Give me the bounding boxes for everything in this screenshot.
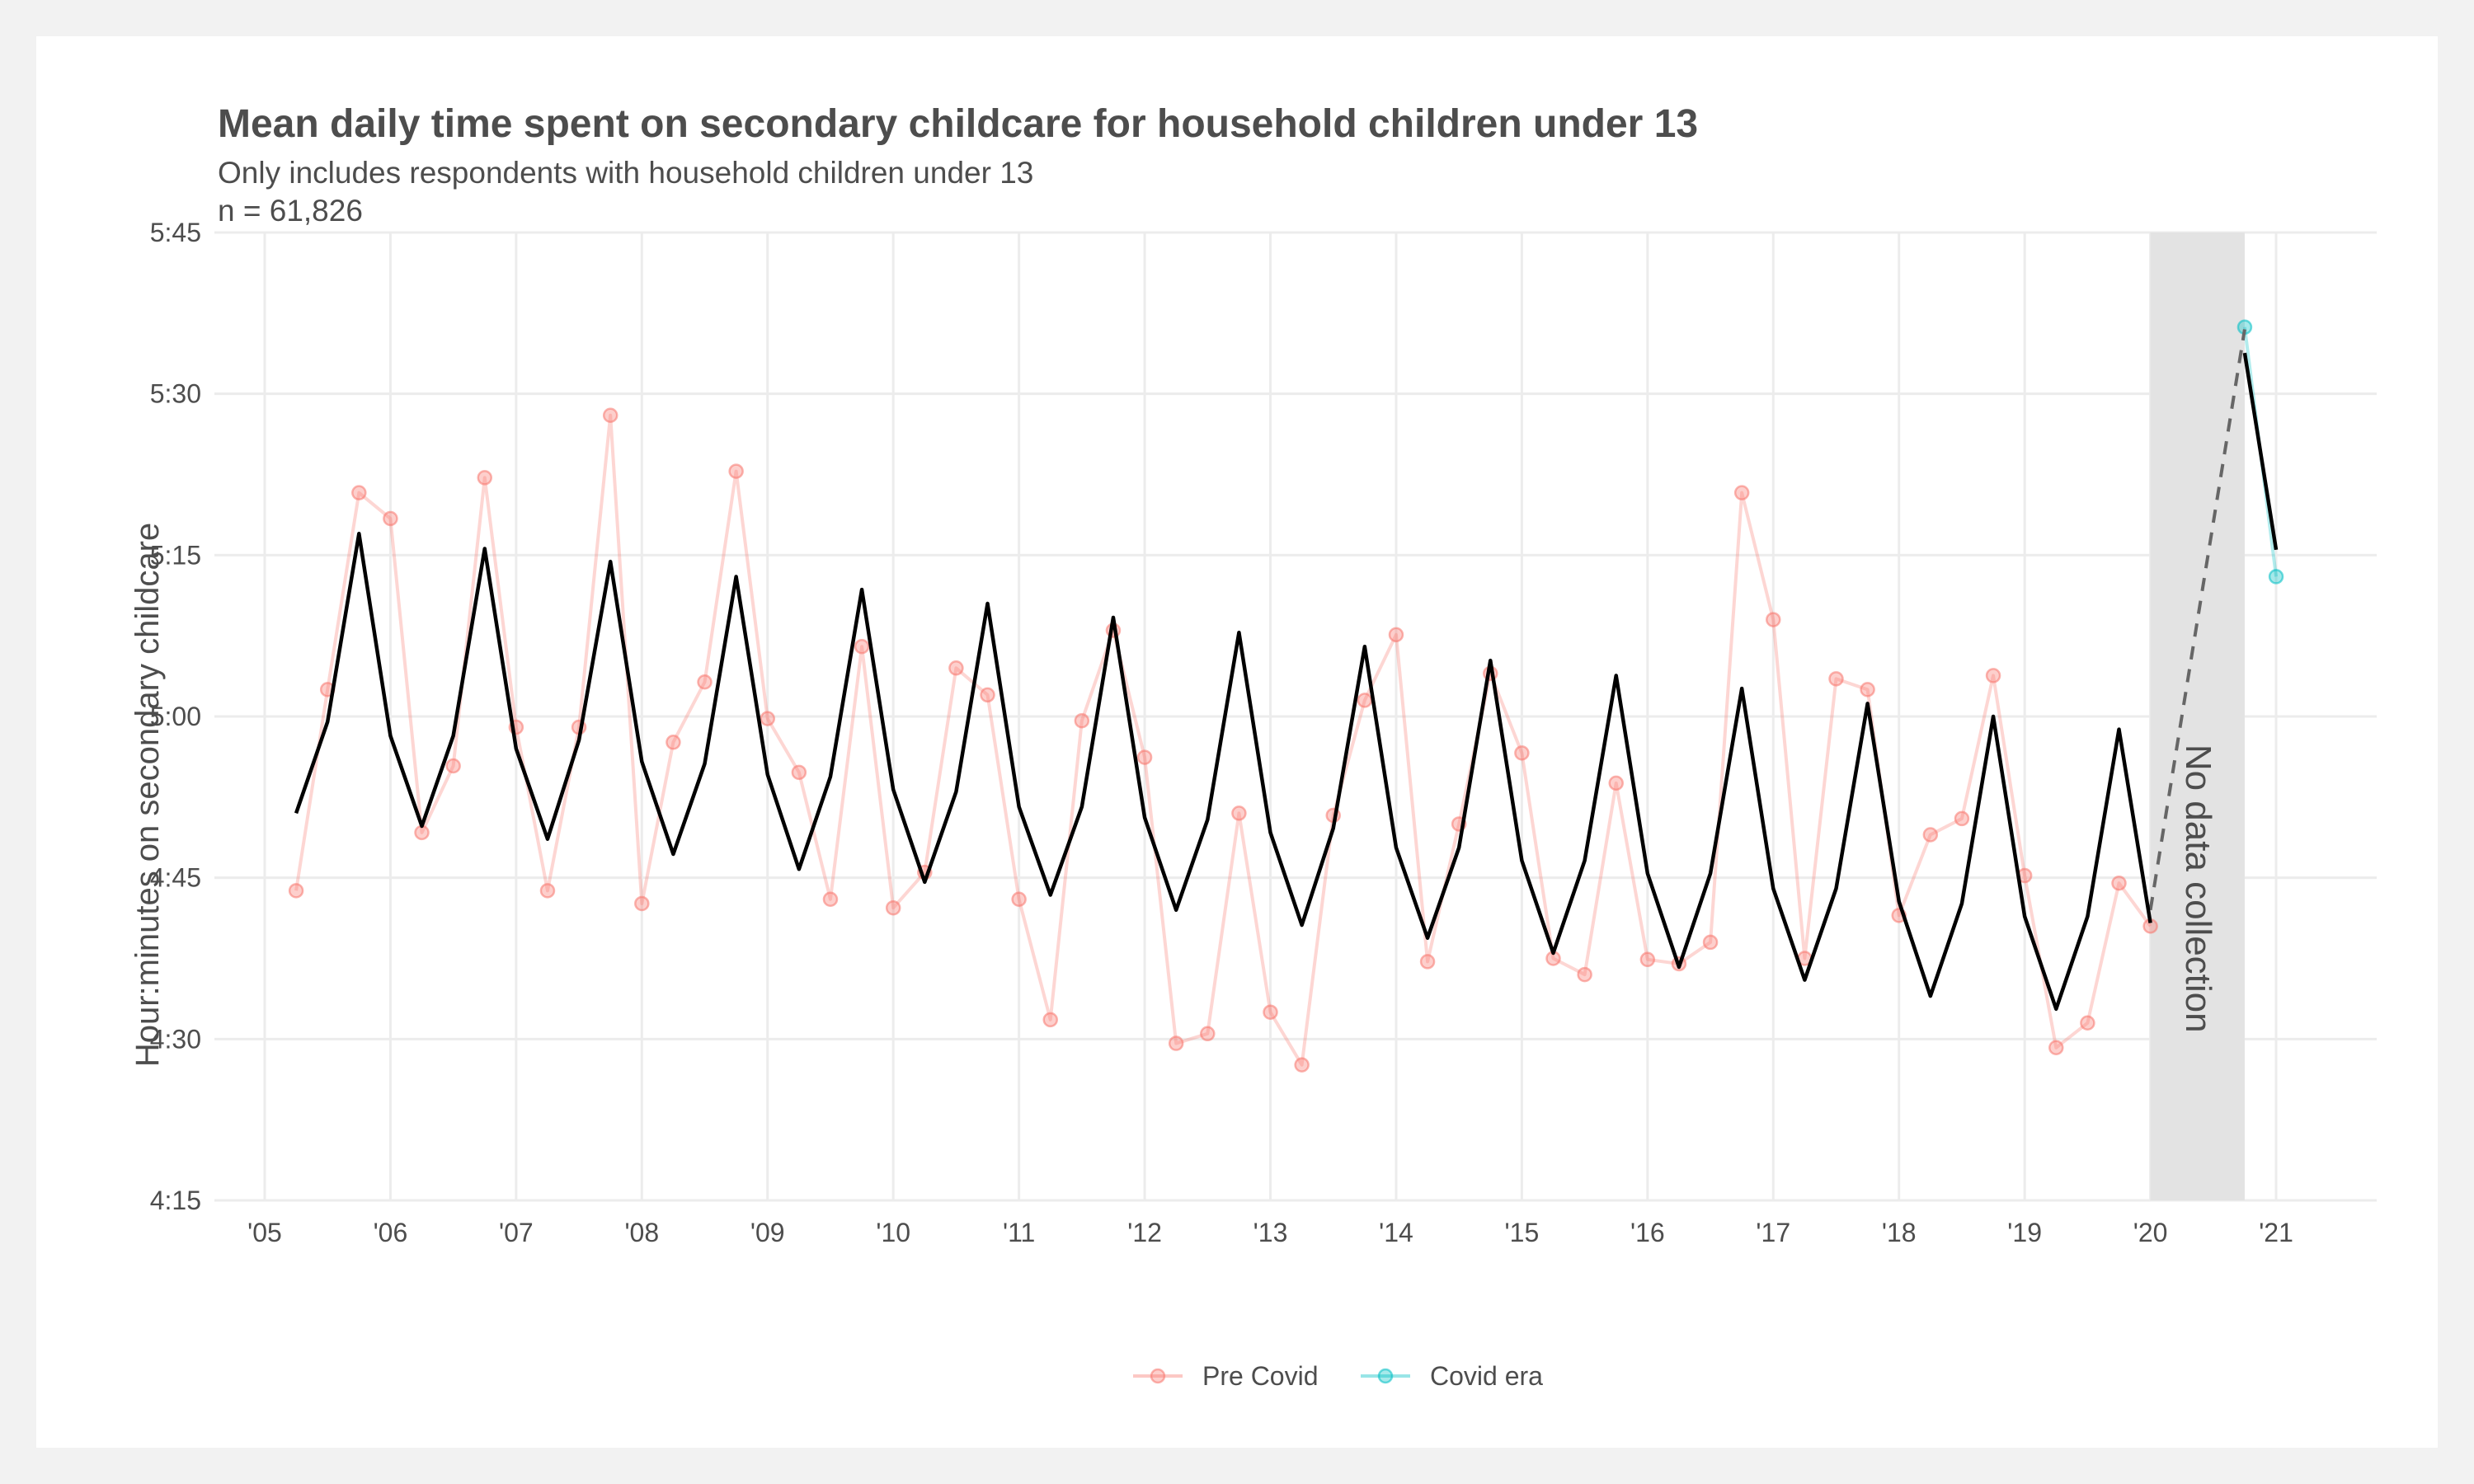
chart-subtitle-line-1: Only includes respondents with household… — [218, 156, 1033, 190]
series-0-point-35 — [1388, 627, 1404, 643]
series-0-point-16 — [791, 764, 807, 781]
series-0-point-58 — [2111, 875, 2127, 891]
series-0-point-21 — [948, 660, 964, 676]
x-tick-label-16: '21 — [2259, 1218, 2293, 1247]
series-0-point-28 — [1168, 1036, 1184, 1051]
series-0-point-50 — [1860, 682, 1875, 697]
x-tick-label-14: '19 — [2007, 1218, 2042, 1247]
x-tick-label-13: '18 — [1882, 1218, 1917, 1247]
x-tick-label-2: '07 — [499, 1218, 534, 1247]
x-tick-label-9: '14 — [1379, 1218, 1413, 1247]
series-0-point-18 — [854, 638, 870, 655]
series-0-point-3 — [383, 510, 398, 527]
series-0-point-54 — [1985, 668, 2001, 683]
series-0-point-6 — [477, 470, 492, 486]
legend-key-point-0 — [1150, 1368, 1166, 1384]
series-0-point-43 — [1639, 951, 1656, 968]
series-0-point-15 — [760, 711, 775, 726]
y-tick-label-6: 5:45 — [150, 218, 201, 247]
series-0-point-46 — [1733, 485, 1750, 500]
x-tick-label-4: '09 — [750, 1218, 785, 1247]
series-0-point-25 — [1074, 712, 1090, 729]
series-0-point-52 — [1922, 827, 1939, 843]
y-axis-ticks: 4:15 4:30 4:45 5:00 5:15 5:30 5:45 — [150, 218, 201, 1215]
series-0-point-53 — [1954, 810, 1970, 827]
trend-line-1 — [2242, 352, 2279, 551]
series-0-point-29 — [1200, 1026, 1216, 1042]
y-tick-label-1: 4:30 — [150, 1024, 201, 1054]
no-data-rect — [2150, 232, 2245, 1200]
series-0-point-36 — [1419, 954, 1436, 970]
legend-label-0: Pre Covid — [1202, 1361, 1319, 1391]
series-0-point-30 — [1231, 805, 1247, 821]
series-0-point-2 — [351, 485, 367, 500]
series-0-point-11 — [634, 895, 650, 912]
series-0-point-13 — [697, 674, 713, 690]
x-tick-label-12: '17 — [1756, 1218, 1790, 1247]
series-0-point-10 — [602, 407, 618, 424]
series-0-point-49 — [1828, 671, 1844, 687]
x-tick-label-6: '11 — [1003, 1218, 1035, 1247]
series-0-point-22 — [980, 687, 995, 703]
chart-title: Mean daily time spent on secondary child… — [218, 102, 1698, 146]
series-0-point-19 — [885, 899, 901, 916]
series-0-point-56 — [2048, 1040, 2064, 1056]
series-0-point-24 — [1042, 1012, 1058, 1028]
y-tick-label-5: 5:30 — [150, 379, 201, 409]
no-data-region: No data collection — [2150, 232, 2245, 1200]
series-0-point-39 — [1514, 745, 1530, 761]
x-tick-label-5: '10 — [876, 1218, 910, 1247]
chart-canvas: Mean daily time spent on secondary child… — [129, 102, 2377, 1391]
chart-subtitle-line-2: n = 61,826 — [218, 194, 363, 228]
gap-connector-line — [2148, 329, 2246, 911]
trend-line-0 — [294, 531, 2152, 1012]
y-tick-label-0: 4:15 — [150, 1186, 201, 1215]
x-tick-label-11: '16 — [1630, 1218, 1665, 1247]
series-0-point-45 — [1702, 934, 1719, 951]
series-0-point-8 — [539, 883, 556, 899]
series-0-point-27 — [1136, 749, 1153, 765]
y-tick-label-2: 4:45 — [150, 863, 201, 893]
series-0-point-17 — [822, 891, 839, 908]
legend-key-point-1 — [1377, 1368, 1394, 1384]
series-0-point-41 — [1577, 966, 1592, 983]
series-0-point-0 — [288, 883, 304, 899]
series-0-point-42 — [1608, 775, 1624, 791]
y-axis-title: Hour:minutes on secondary childcare — [129, 523, 166, 1067]
x-tick-label-3: '08 — [624, 1218, 659, 1247]
series-0-point-31 — [1263, 1004, 1278, 1020]
x-tick-label-10: '15 — [1505, 1218, 1540, 1247]
legend: Pre Covid Covid era — [1133, 1361, 1543, 1391]
x-tick-label-1: '06 — [374, 1218, 408, 1247]
chart-panel: Mean daily time spent on secondary child… — [36, 36, 2438, 1448]
x-tick-label-8: '13 — [1253, 1218, 1288, 1247]
y-tick-label-3: 5:00 — [150, 702, 201, 731]
series-0-point-57 — [2080, 1015, 2095, 1031]
y-tick-label-4: 5:15 — [150, 540, 201, 570]
x-axis-ticks: '05 '06 '07 '08 '09 '10 '11 '12 '13 '14 '15 '16 '17 '… — [247, 1218, 2293, 1247]
series-1-point-1 — [2268, 569, 2284, 585]
x-tick-label-0: '05 — [247, 1218, 282, 1247]
x-tick-label-7: '12 — [1127, 1218, 1162, 1247]
series-0-point-47 — [1766, 612, 1781, 627]
no-data-label: No data collection — [2178, 744, 2218, 1033]
legend-label-1: Covid era — [1430, 1361, 1543, 1391]
x-tick-label-15: '20 — [2133, 1218, 2168, 1247]
series-line-0 — [294, 413, 2152, 1067]
series-0-point-14 — [728, 463, 744, 479]
series-0-point-34 — [1357, 693, 1373, 708]
series-0-point-32 — [1294, 1057, 1310, 1073]
series-0-point-12 — [666, 735, 681, 750]
data-series — [288, 319, 2284, 1073]
series-0-point-5 — [445, 758, 461, 774]
series-0-point-23 — [1011, 891, 1027, 908]
trend-lines — [294, 329, 2279, 1012]
